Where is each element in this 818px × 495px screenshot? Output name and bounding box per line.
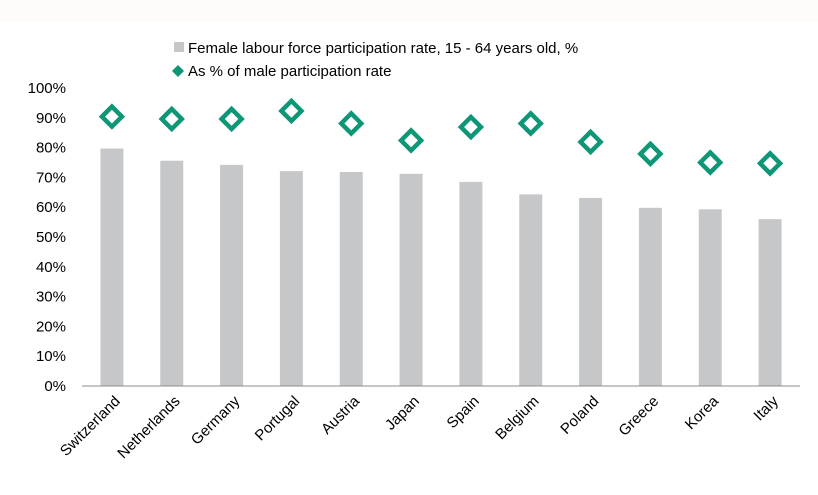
x-tick-label: Belgium bbox=[492, 393, 542, 443]
y-tick-label: 100% bbox=[28, 80, 66, 97]
diamond-marker bbox=[338, 110, 365, 137]
marker-series bbox=[98, 97, 784, 177]
legend-label-bar: Female labour force participation rate, … bbox=[188, 40, 578, 57]
bar bbox=[459, 181, 483, 386]
diamond-marker bbox=[158, 105, 185, 133]
y-tick-label: 50% bbox=[36, 229, 66, 246]
diamond-marker bbox=[218, 105, 245, 133]
y-tick-label: 20% bbox=[36, 318, 66, 335]
bar bbox=[339, 172, 363, 386]
x-tick-label: Austria bbox=[318, 392, 363, 437]
legend-swatch-bar bbox=[174, 42, 184, 52]
x-tick-label: Netherlands bbox=[114, 393, 183, 462]
legend: Female labour force participation rate, … bbox=[172, 40, 578, 80]
x-tick-label: Greece bbox=[615, 393, 662, 440]
y-tick-label: 90% bbox=[36, 110, 66, 127]
y-tick-label: 40% bbox=[36, 259, 66, 276]
diamond-marker bbox=[278, 97, 305, 125]
x-tick-label: Germany bbox=[188, 392, 244, 448]
x-tick-label: Italy bbox=[750, 392, 782, 424]
x-tick-label: Japan bbox=[382, 393, 423, 434]
diamond-marker bbox=[397, 127, 425, 154]
x-tick-label: Spain bbox=[444, 393, 483, 432]
y-tick-label: 30% bbox=[36, 289, 66, 306]
x-tick-label: Poland bbox=[557, 393, 602, 438]
x-tick-label: Portugal bbox=[252, 393, 304, 445]
bar bbox=[100, 148, 124, 386]
diamond-marker bbox=[577, 128, 604, 156]
bar bbox=[758, 219, 782, 386]
diamond-marker bbox=[457, 113, 485, 141]
bar bbox=[698, 209, 722, 386]
y-tick-label: 60% bbox=[36, 199, 66, 216]
y-tick-label: 80% bbox=[36, 140, 66, 157]
diamond-marker bbox=[637, 140, 664, 168]
diamond-marker bbox=[517, 110, 544, 137]
bar bbox=[220, 164, 244, 386]
y-tick-label: 70% bbox=[36, 169, 66, 186]
bar bbox=[579, 197, 603, 386]
top-band bbox=[0, 0, 818, 22]
bar bbox=[638, 207, 662, 386]
bar-series bbox=[100, 148, 782, 386]
bar bbox=[399, 173, 423, 386]
bar bbox=[279, 171, 303, 386]
bar bbox=[519, 194, 543, 386]
legend-label-diamond: As % of male participation rate bbox=[188, 63, 391, 80]
y-tick-label: 10% bbox=[36, 348, 66, 365]
x-tick-label: Korea bbox=[682, 392, 723, 433]
diamond-marker bbox=[98, 103, 126, 130]
diamond-marker bbox=[697, 149, 724, 176]
y-tick-label: 0% bbox=[44, 378, 66, 395]
legend-swatch-diamond bbox=[172, 65, 184, 77]
bar bbox=[160, 160, 184, 386]
y-axis: 0% 10% 20% 30% 40% 50% 60% 70% 80% 90% 100% bbox=[28, 80, 66, 395]
diamond-marker bbox=[756, 150, 784, 177]
